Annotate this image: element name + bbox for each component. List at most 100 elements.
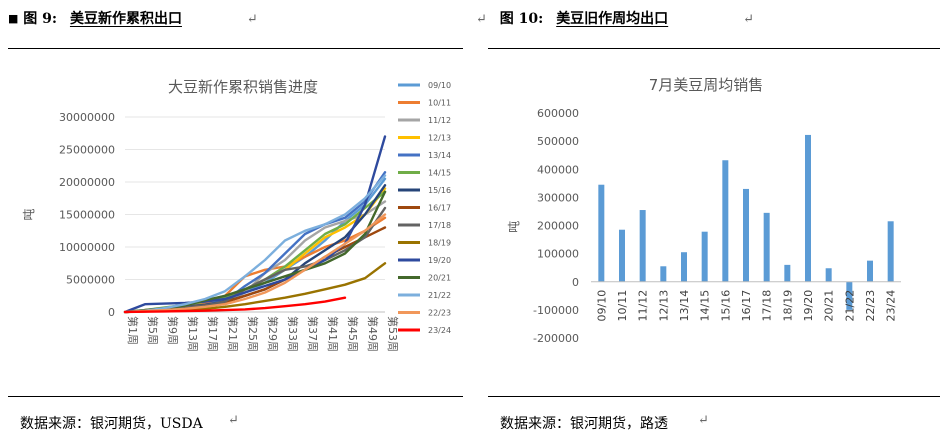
bar-20-21 — [825, 268, 832, 282]
y-tick-label: 30000000 — [59, 111, 115, 124]
x-tick-label: 第9周 — [166, 316, 180, 345]
right-figure-number: 图 10: — [499, 11, 544, 27]
x-tick-label: 第49周 — [366, 316, 380, 352]
legend-label: 14/15 — [428, 169, 451, 178]
y-axis-label: 吨 — [22, 208, 36, 220]
x-tick-label: 18/19 — [781, 290, 794, 322]
x-tick-label: 13/14 — [678, 290, 691, 322]
x-tick-label: 21/22 — [843, 290, 856, 322]
x-tick-label: 23/24 — [885, 290, 898, 322]
legend-label: 12/13 — [428, 134, 451, 143]
right-bottom-rule — [488, 396, 940, 397]
legend-label: 11/12 — [428, 116, 451, 125]
bar-15-16 — [722, 160, 729, 282]
legend-label: 17/18 — [428, 221, 451, 230]
y-tick-label: 100000 — [537, 248, 579, 261]
legend-label: 20/21 — [428, 274, 451, 283]
bar-14-15 — [701, 231, 708, 282]
series-line-20-21 — [123, 190, 387, 314]
bar-13-14 — [681, 252, 687, 282]
left-bottom-rule — [8, 396, 463, 397]
x-tick-label: 第41周 — [326, 316, 340, 352]
legend-label: 16/17 — [428, 204, 451, 213]
series-line-21-22 — [123, 174, 387, 314]
x-tick-label: 第25周 — [246, 316, 260, 352]
x-tick-label: 第37周 — [306, 316, 320, 352]
chart-title: 大豆新作累积销售进度 — [168, 78, 318, 96]
x-tick-label: 第29周 — [266, 316, 280, 352]
x-tick-label: 17/18 — [761, 290, 774, 322]
x-tick-label: 10/11 — [616, 290, 629, 322]
cumulative-sales-line-chart: 大豆新作累积销售进度 30000000 25000000 20000000 150000… — [22, 78, 451, 352]
left-figure-heading: ■ 图 9: 美豆新作累积出口 ↵ — [8, 8, 258, 28]
legend-label: 21/22 — [428, 291, 451, 300]
x-tick-label: 15/16 — [719, 290, 732, 322]
y-tick-label: 600000 — [537, 107, 579, 120]
bar-16-17 — [743, 188, 749, 282]
y-tick-label: -100000 — [533, 304, 579, 317]
bar-23-24 — [887, 221, 894, 282]
y-tick-label: 25000000 — [59, 144, 115, 157]
bar-09-10 — [598, 184, 605, 282]
bar-18-19 — [784, 264, 791, 282]
bar-19-20 — [805, 134, 811, 282]
x-tick-label: 14/15 — [699, 290, 712, 322]
y-tick-label: 0 — [572, 276, 579, 289]
x-tick-label: 16/17 — [740, 290, 753, 322]
bar-12-13 — [660, 266, 667, 282]
x-tick-label: 第13周 — [186, 316, 200, 352]
right-top-rule — [488, 48, 940, 49]
right-figure-title: 美豆旧作周均出口 — [556, 11, 669, 27]
x-tick-label: 第45周 — [346, 316, 360, 352]
left-figure-number: 图 9: — [23, 11, 58, 27]
legend-label: 23/24 — [428, 326, 451, 335]
series-line-22-23 — [123, 213, 387, 314]
left-top-rule — [8, 48, 463, 49]
legend-label: 13/14 — [428, 151, 451, 160]
left-source-note: 数据来源：银河期货，USDA — [20, 416, 203, 432]
left-figure-panel: ■ 图 9: 美豆新作累积出口 ↵ 大豆新作累积销售进度 30000000 2500… — [0, 0, 470, 440]
right-figure-heading: ↵ 图 10: 美豆旧作周均出口 ↵ — [476, 8, 754, 28]
x-tick-label: 11/12 — [637, 290, 650, 322]
x-tick-label: 12/13 — [657, 290, 670, 322]
x-tick-label: 第53周 — [386, 316, 400, 352]
y-tick-label: -200000 — [533, 332, 579, 345]
y-tick-label: 400000 — [537, 163, 579, 176]
legend-label: 22/23 — [428, 309, 451, 318]
x-tick-label: 19/20 — [802, 290, 815, 322]
y-tick-label: 0 — [108, 306, 115, 319]
bar-21-22 — [846, 281, 853, 310]
y-tick-label: 10000000 — [59, 241, 115, 254]
bar-10-11 — [619, 229, 625, 282]
right-figure-panel: ↵ 图 10: 美豆旧作周均出口 ↵ 7月美豆周均销售 600000 500000 4… — [476, 0, 952, 440]
y-tick-label: 300000 — [537, 191, 579, 204]
x-tick-label: 第1周 — [126, 316, 140, 345]
x-tick-label: 第21周 — [226, 316, 240, 352]
series-line-23-24 — [123, 296, 347, 314]
return-mark-icon: ↵ — [698, 413, 709, 428]
bar-17-18 — [763, 212, 770, 282]
y-tick-label: 200000 — [537, 220, 579, 233]
legend-label: 18/19 — [428, 239, 451, 248]
legend-label: 19/20 — [428, 256, 451, 265]
x-tick-label: 22/23 — [864, 290, 877, 322]
return-mark-icon: ↵ — [246, 12, 258, 27]
x-tick-label: 20/21 — [823, 290, 836, 322]
y-tick-label: 500000 — [537, 135, 579, 148]
y-tick-label: 15000000 — [59, 209, 115, 222]
left-figure-title: 美豆新作累积出口 — [69, 11, 182, 27]
square-bullet-icon: ■ — [8, 12, 19, 25]
return-mark-icon: ↵ — [228, 413, 239, 428]
x-tick-label: 第33周 — [286, 316, 300, 352]
y-tick-label: 20000000 — [59, 176, 115, 189]
legend-label: 10/11 — [428, 99, 451, 108]
x-tick-label: 09/10 — [595, 290, 608, 322]
right-source-note: 数据来源：银河期货，路透 — [500, 416, 668, 432]
legend-label: 09/10 — [428, 81, 451, 90]
y-axis-label: 吨 — [507, 221, 521, 233]
bar-11-12 — [639, 210, 646, 282]
x-tick-label: 第5周 — [146, 316, 160, 345]
y-tick-label: 5000000 — [66, 274, 115, 287]
chart-title: 7月美豆周均销售 — [649, 76, 764, 94]
weekly-sales-bar-chart: 7月美豆周均销售 600000 500000 400000 300000 200000 10… — [507, 76, 901, 345]
